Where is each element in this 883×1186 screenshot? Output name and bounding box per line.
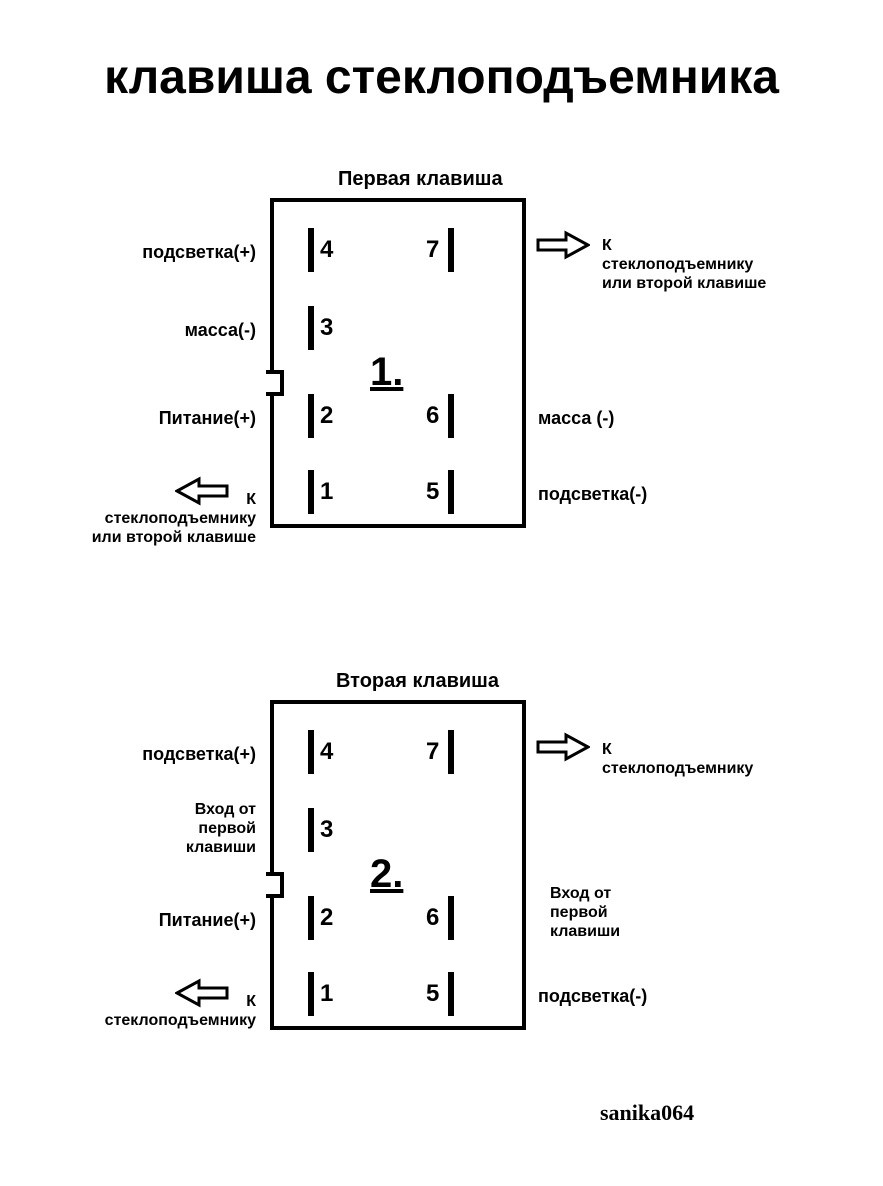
label-left-1-0: подсветка(+) (142, 242, 256, 264)
pin-number-2-2: 2 (320, 904, 333, 932)
arrow-left-icon (175, 978, 229, 1008)
pin-1-1 (308, 470, 314, 514)
center-number-2: 2. (370, 852, 403, 897)
arrow-right-icon (536, 230, 590, 260)
connector-notch-2 (266, 872, 284, 898)
pin-1-3 (308, 306, 314, 350)
arrow-right-icon (536, 732, 590, 762)
pin-number-1-5: 5 (426, 478, 439, 506)
pin-number-1-6: 6 (426, 402, 439, 430)
pin-number-1-3: 3 (320, 314, 333, 342)
label-right-1-0: К стеклоподъемнику или второй клавише (602, 236, 766, 294)
label-left-1-2: Питание(+) (159, 408, 256, 430)
label-left-1-3: К стеклоподъемнику или второй клавише (92, 490, 256, 548)
center-number-1: 1. (370, 350, 403, 395)
label-right-2-1: Вход от первой клавиши (550, 884, 620, 942)
connector-notch-1 (266, 370, 284, 396)
label-left-2-2: Питание(+) (159, 910, 256, 932)
pin-2-7 (448, 730, 454, 774)
watermark: sanika064 (600, 1100, 694, 1126)
pin-number-1-1: 1 (320, 478, 333, 506)
pin-2-5 (448, 972, 454, 1016)
label-right-2-0: К стеклоподъемнику (602, 740, 753, 778)
pin-2-3 (308, 808, 314, 852)
pin-2-2 (308, 896, 314, 940)
pin-2-4 (308, 730, 314, 774)
pin-number-2-6: 6 (426, 904, 439, 932)
pin-1-7 (448, 228, 454, 272)
label-left-2-1: Вход от первой клавиши (186, 800, 256, 858)
pin-2-6 (448, 896, 454, 940)
label-right-1-1: масса (-) (538, 408, 614, 430)
pin-1-4 (308, 228, 314, 272)
label-right-1-2: подсветка(-) (538, 484, 647, 506)
block-title-1: Первая клавиша (338, 168, 503, 191)
pin-number-1-7: 7 (426, 236, 439, 264)
block-title-2: Вторая клавиша (336, 670, 499, 693)
arrow-left-icon (175, 476, 229, 506)
pin-1-2 (308, 394, 314, 438)
pin-number-1-2: 2 (320, 402, 333, 430)
pin-number-2-1: 1 (320, 980, 333, 1008)
pin-number-2-7: 7 (426, 738, 439, 766)
main-title: клавиша стеклоподъемника (0, 50, 883, 105)
pin-number-2-3: 3 (320, 816, 333, 844)
pin-1-6 (448, 394, 454, 438)
pin-number-1-4: 4 (320, 236, 333, 264)
pin-2-1 (308, 972, 314, 1016)
label-left-2-0: подсветка(+) (142, 744, 256, 766)
label-right-2-2: подсветка(-) (538, 986, 647, 1008)
pin-number-2-4: 4 (320, 738, 333, 766)
label-left-1-1: масса(-) (185, 320, 256, 342)
pin-number-2-5: 5 (426, 980, 439, 1008)
pin-1-5 (448, 470, 454, 514)
